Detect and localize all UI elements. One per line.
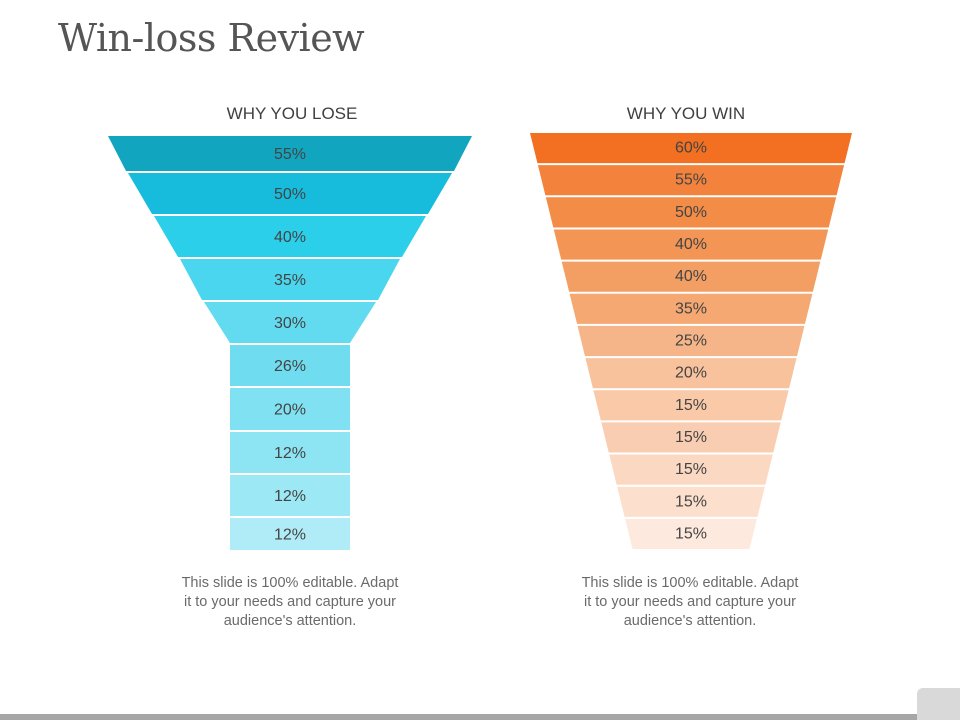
win-band-13 — [625, 518, 757, 549]
lose-band-10 — [230, 518, 350, 550]
win-band-6 — [569, 293, 813, 324]
win-label-12: 15% — [675, 493, 707, 510]
lose-band-4 — [180, 259, 400, 300]
lose-band-2 — [128, 173, 452, 214]
lose-label-3: 40% — [274, 229, 306, 246]
lose-caption: This slide is 100% editable. Adapt it to… — [181, 575, 399, 629]
lose-label-10: 12% — [274, 527, 306, 544]
win-label-1: 60% — [675, 140, 707, 157]
win-band-10 — [601, 422, 781, 453]
lose-band-1 — [108, 136, 472, 171]
lose-band-7 — [230, 388, 350, 430]
win-label-7: 25% — [675, 333, 707, 350]
win-band-9 — [593, 390, 789, 421]
win-band-11 — [609, 454, 773, 485]
win-label-8: 20% — [675, 365, 707, 382]
win-band-2 — [537, 165, 845, 196]
win-band-12 — [617, 486, 765, 517]
win-caption: This slide is 100% editable. Adapt it to… — [581, 575, 799, 629]
lose-label-1: 55% — [274, 146, 306, 163]
lose-label-4: 35% — [274, 272, 306, 289]
lose-band-3 — [154, 216, 426, 257]
lose-band-9 — [230, 475, 350, 516]
lose-label-9: 12% — [274, 488, 306, 505]
lose-label-5: 30% — [274, 315, 306, 332]
win-band-1 — [530, 133, 852, 164]
lose-band-6 — [230, 345, 350, 386]
win-heading: WHY YOU WIN — [626, 104, 746, 123]
win-label-4: 40% — [675, 236, 707, 253]
lose-funnel: 55% 50% 40% 35% 30% 26% 20% 12% 12% 12% — [108, 136, 472, 550]
win-label-11: 15% — [675, 461, 707, 478]
win-band-4 — [553, 229, 829, 260]
lose-label-7: 20% — [274, 402, 306, 419]
lose-band-8 — [230, 432, 350, 473]
win-band-3 — [545, 197, 837, 228]
win-label-9: 15% — [675, 397, 707, 414]
win-label-5: 40% — [675, 268, 707, 285]
win-label-13: 15% — [675, 525, 707, 542]
lose-band-5 — [204, 302, 376, 343]
win-band-5 — [561, 261, 821, 292]
corner-tab — [917, 688, 960, 720]
lose-label-8: 12% — [274, 445, 306, 462]
lose-heading: WHY YOU LOSE — [226, 104, 358, 123]
lose-label-6: 26% — [274, 358, 306, 375]
win-label-6: 35% — [675, 300, 707, 317]
lose-label-2: 50% — [274, 186, 306, 203]
win-label-3: 50% — [675, 204, 707, 221]
win-band-7 — [577, 325, 805, 357]
win-band-8 — [585, 358, 797, 389]
win-funnel: 60% 55% 50% 40% 40% 35% 25% 20% 15% 15% 15% 15% 15% — [530, 133, 852, 549]
page-title: Win-loss Review — [58, 16, 365, 60]
footer-bar — [0, 714, 960, 720]
win-label-2: 55% — [675, 172, 707, 189]
win-label-10: 15% — [675, 429, 707, 446]
